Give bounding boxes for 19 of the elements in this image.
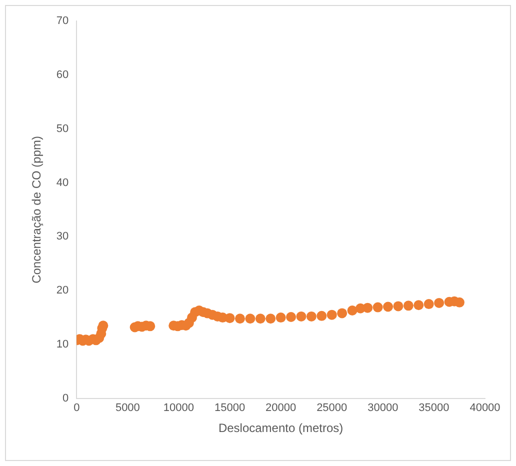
y-tick-label: 50 [56,122,69,135]
y-axis-title: Concentração de CO (ppm) [30,136,44,284]
x-tick-label: 40000 [470,402,500,414]
y-tick-label: 70 [56,15,69,28]
x-tick-label: 20000 [266,402,296,414]
y-tick-label: 20 [56,284,69,297]
y-tick-label: 40 [56,176,69,189]
y-tick-label: 30 [56,230,69,243]
x-tick-label: 10000 [163,402,194,414]
x-tick-label: 15000 [214,402,246,414]
x-tick-label: 0 [74,402,80,414]
x-tick-label: 35000 [418,402,450,414]
y-tick-label: 0 [62,392,69,404]
y-tick-label: 10 [56,338,69,351]
x-tick-label: 5000 [115,402,140,414]
x-axis-title: Deslocamento (metros) [218,421,344,436]
x-tick-label: 25000 [316,402,348,414]
x-tick-label: 30000 [368,402,398,414]
y-tick-label: 60 [56,68,69,81]
